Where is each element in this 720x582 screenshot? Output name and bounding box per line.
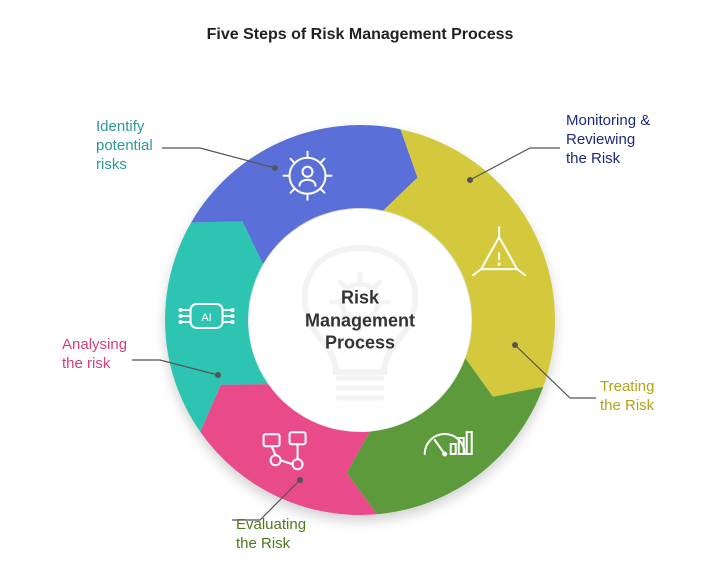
label-evaluate: Evaluating the Risk [236, 516, 306, 554]
center-line1: Risk [341, 287, 379, 307]
label-identify: Identify potential risks [96, 118, 153, 174]
center-line3: Process [325, 332, 395, 352]
center-line2: Management [305, 310, 415, 330]
diagram-canvas: Five Steps of Risk Management Process AI… [0, 0, 720, 582]
label-monitor: Monitoring & Reviewing the Risk [566, 112, 650, 168]
label-treat: Treating the Risk [600, 378, 654, 416]
center-label: Risk Management Process [305, 286, 415, 354]
svg-text:AI: AI [201, 312, 211, 324]
label-analyse: Analysing the risk [62, 336, 127, 374]
